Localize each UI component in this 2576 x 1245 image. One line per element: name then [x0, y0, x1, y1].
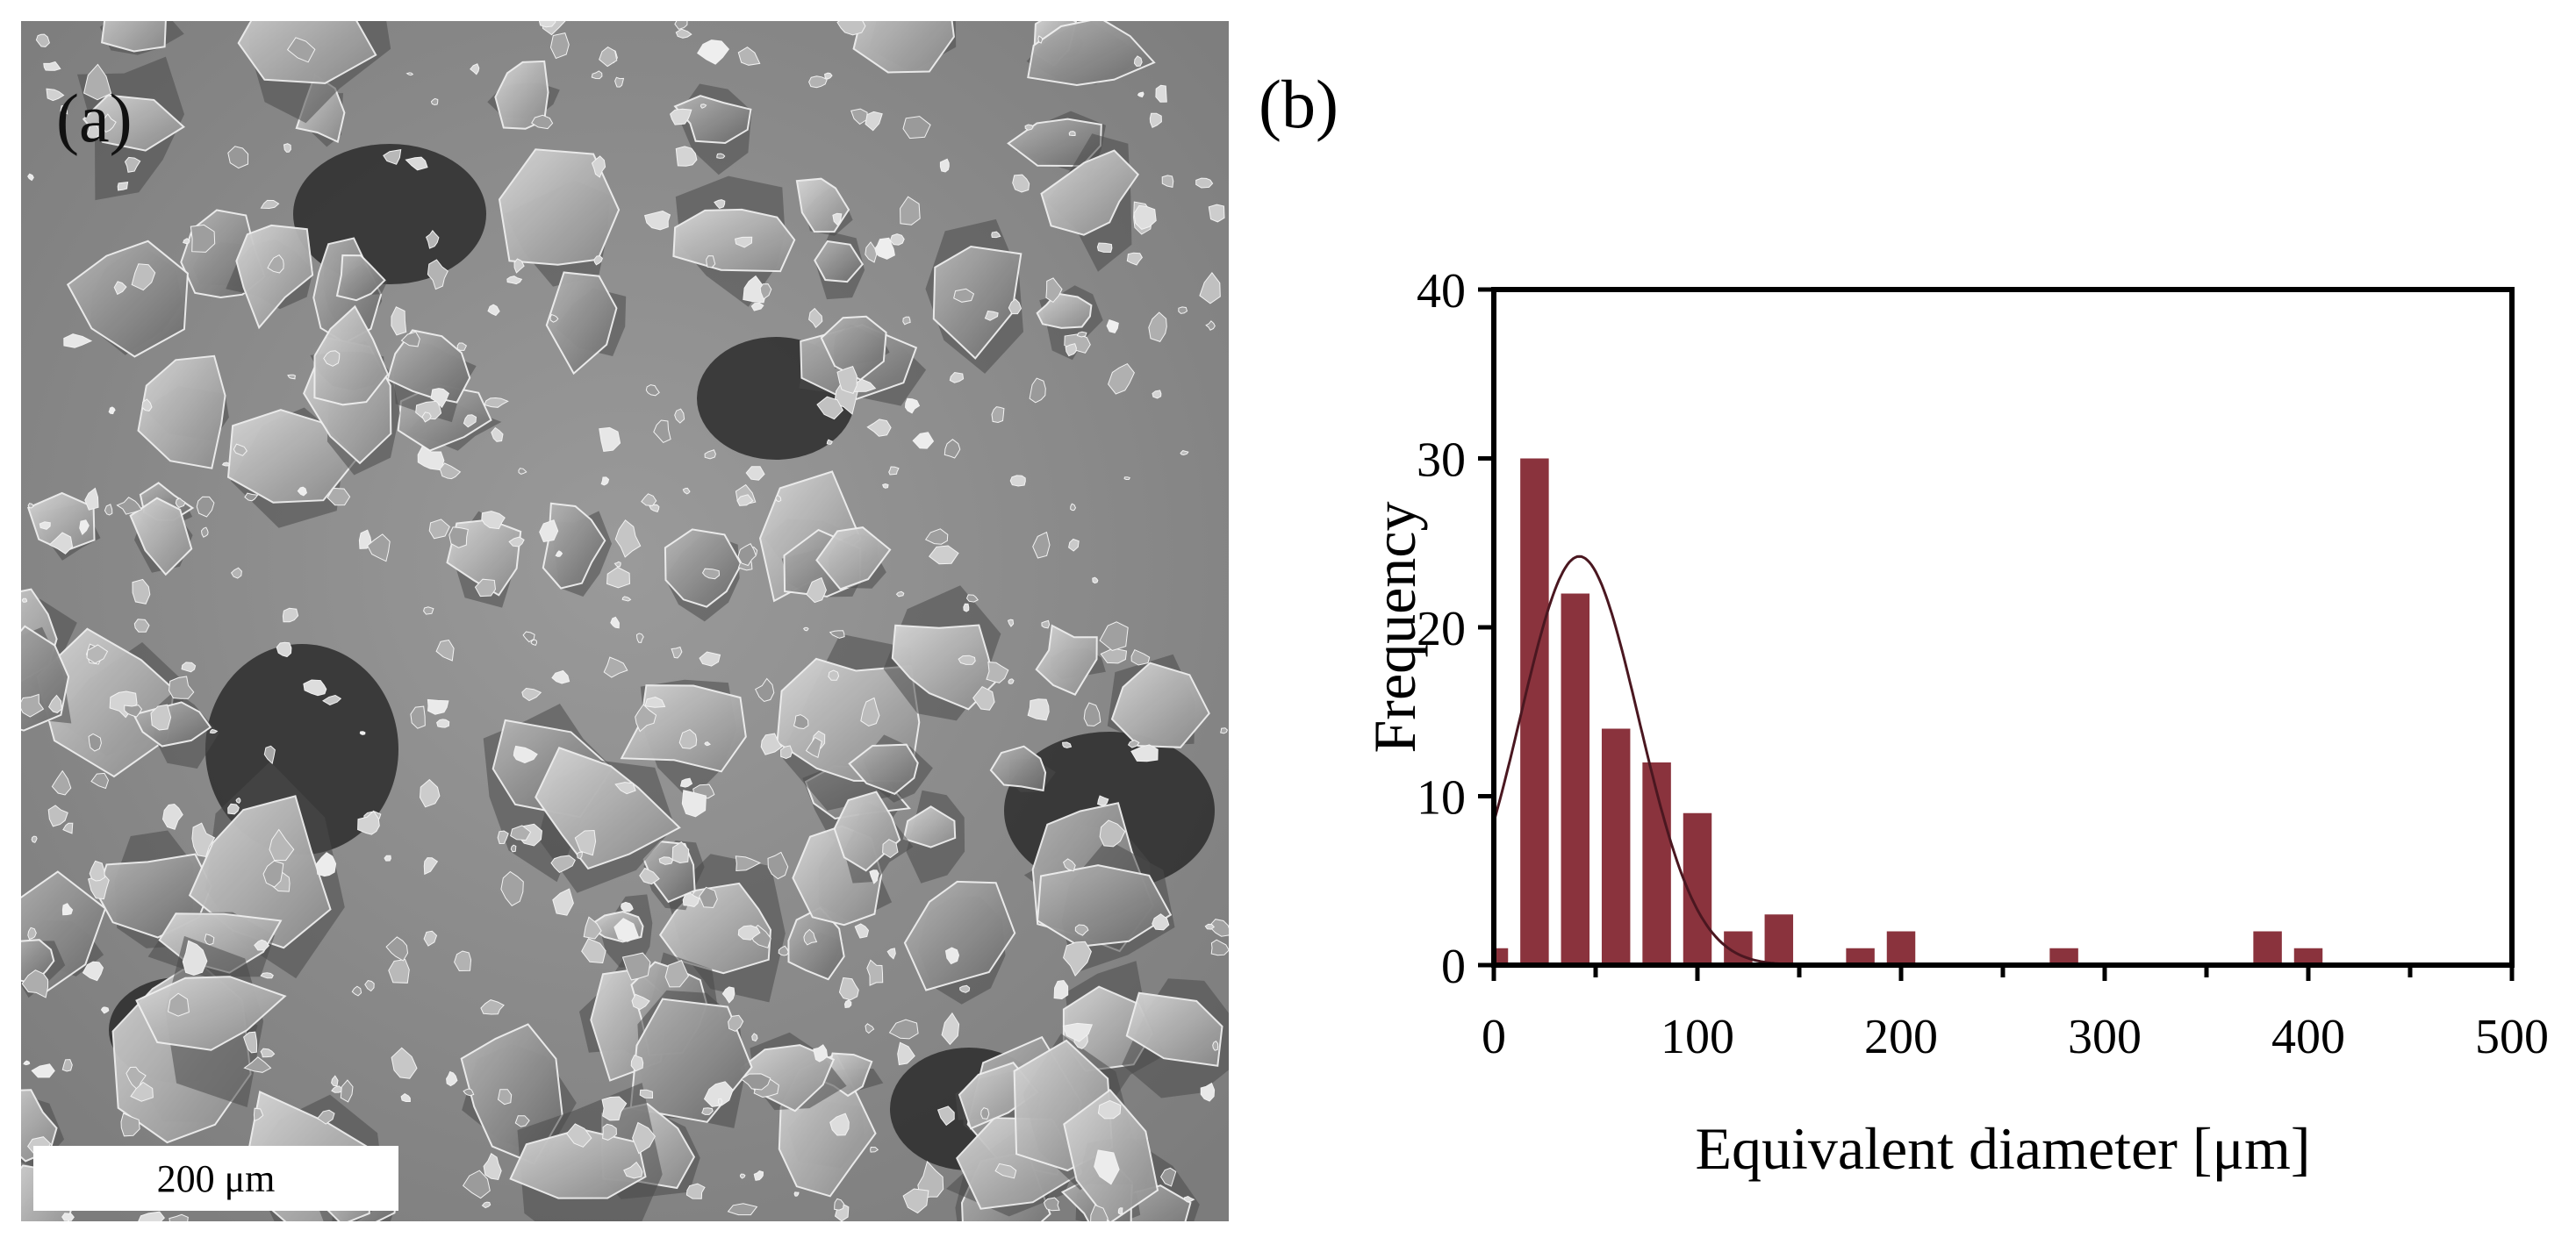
- x-tick-label: 100: [1661, 1010, 1734, 1064]
- y-tick-label: 20: [1417, 602, 1466, 656]
- histogram-bar: [2253, 931, 2282, 965]
- histogram-bars: [1494, 458, 2323, 965]
- x-tick-label: 500: [2475, 1010, 2549, 1064]
- panel-a-label: (a): [56, 80, 133, 156]
- x-tick-label: 200: [1864, 1010, 1938, 1064]
- histogram-bar: [1494, 948, 1509, 965]
- y-axis-ticks: 0 10 20 30 40: [1417, 264, 1494, 994]
- x-tick-label: 0: [1482, 1010, 1506, 1064]
- histogram-bar: [2049, 948, 2078, 965]
- y-axis-label: Frequency: [1361, 501, 1428, 753]
- x-axis-label: Equivalent diameter [μm]: [1695, 1115, 2310, 1182]
- sem-micrograph: (a) 200 μm: [21, 21, 1229, 1221]
- x-tick-label: 400: [2271, 1010, 2345, 1064]
- histogram-bar: [1846, 948, 1875, 965]
- x-tick-label: 300: [2068, 1010, 2142, 1064]
- y-tick-label: 0: [1441, 940, 1466, 994]
- sem-image: [21, 21, 1229, 1221]
- scale-bar: 200 μm: [33, 1146, 398, 1211]
- histogram-bar: [1601, 728, 1631, 965]
- histogram-bar: [1764, 914, 1794, 965]
- histogram-chart: 0 100 200 300 400 500 0 10 20 30 40 Equivalent di…: [1361, 264, 2549, 1182]
- histogram-bar: [1520, 458, 1549, 965]
- histogram-bar: [1886, 931, 1916, 965]
- x-axis-ticks: 0 100 200 300 400 500: [1482, 965, 2549, 1064]
- sem-particles: [21, 21, 1229, 1221]
- histogram-bar: [1561, 593, 1590, 965]
- y-tick-label: 10: [1417, 771, 1466, 826]
- scale-bar-label: 200 μm: [156, 1156, 276, 1200]
- histogram-bar: [2293, 948, 2323, 965]
- panel-b-label: (b): [1259, 66, 1338, 142]
- y-tick-label: 40: [1417, 264, 1466, 318]
- y-tick-label: 30: [1417, 433, 1466, 488]
